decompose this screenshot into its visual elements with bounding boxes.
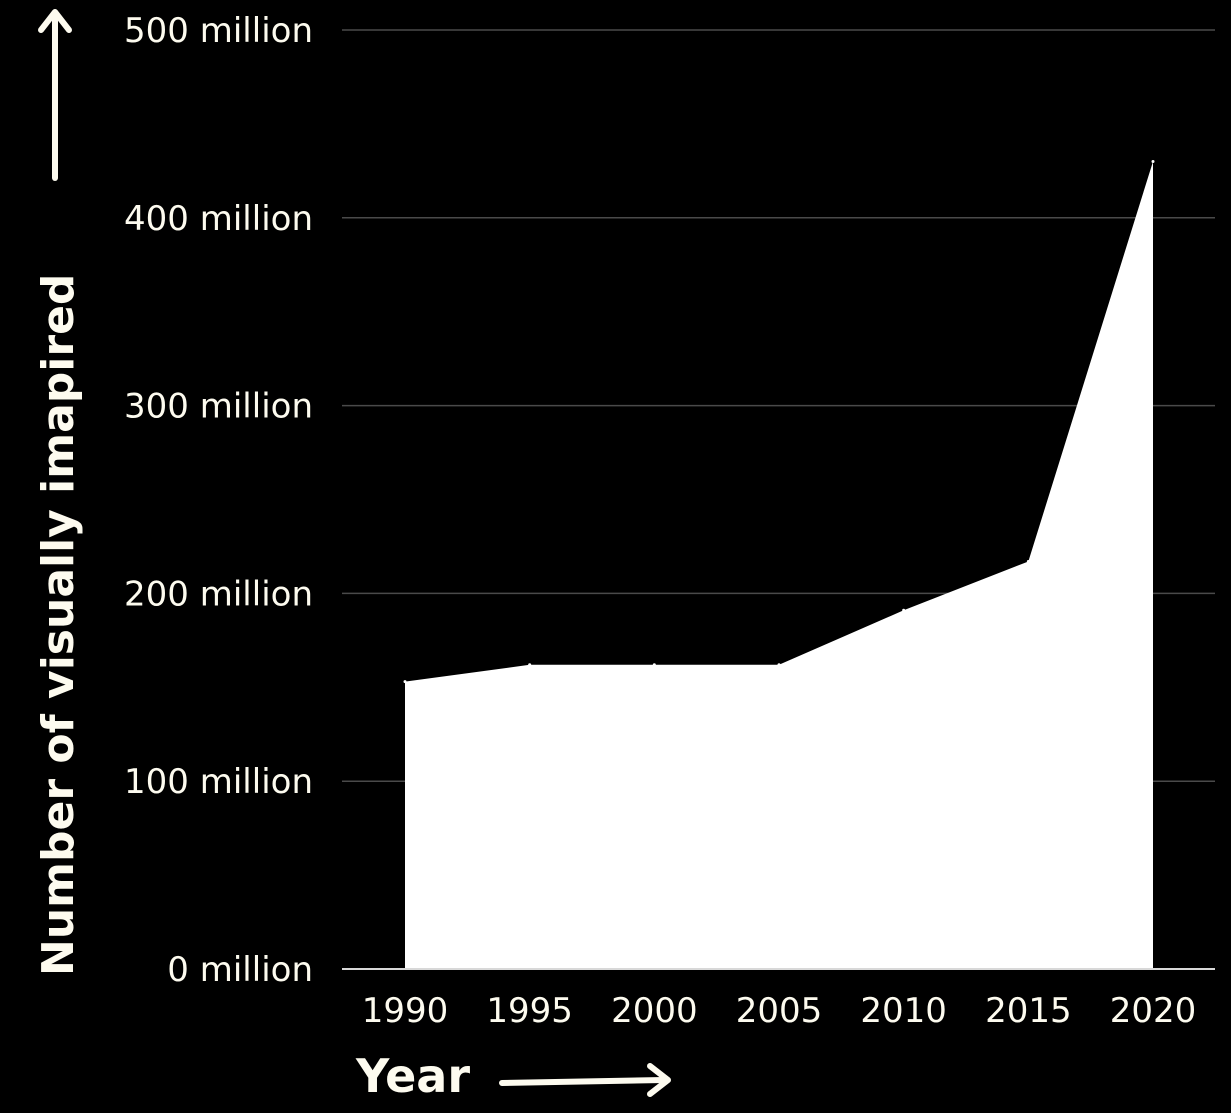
x-axis-ticks: 1990 1995 2000 2005 2010 2015 2020: [362, 991, 1197, 1031]
data-point-2005: [777, 663, 781, 667]
y-axis-label: Number of visually imapired: [33, 9, 84, 976]
x-tick-label: 2020: [1110, 991, 1197, 1031]
y-tick-label: 500 million: [124, 11, 313, 51]
series-area: [403, 159, 1155, 969]
x-axis-label: Year: [355, 1049, 671, 1103]
data-point-2000: [652, 663, 656, 667]
data-point-2010: [902, 608, 906, 612]
x-tick-label: 2005: [736, 991, 823, 1031]
x-axis-arrow-icon: [647, 1063, 671, 1097]
x-axis-title: Year: [355, 1049, 470, 1103]
y-tick-label: 400 million: [124, 199, 313, 239]
x-tick-label: 1990: [362, 991, 449, 1031]
x-tick-label: 2010: [860, 991, 947, 1031]
y-axis-title: Number of visually imapired: [33, 274, 84, 976]
x-tick-label: 2015: [985, 991, 1072, 1031]
y-axis-ticks: 0 million 100 million 200 million 300 milli…: [124, 11, 313, 990]
x-axis-arrow-shaft: [499, 1077, 667, 1086]
y-tick-label: 300 million: [124, 387, 313, 427]
data-point-2015: [1026, 559, 1030, 563]
data-point-1990: [403, 680, 407, 684]
y-tick-label: 200 million: [124, 574, 313, 614]
data-point-2020: [1151, 159, 1155, 163]
x-tick-label: 2000: [611, 991, 698, 1031]
y-axis-arrow-icon: [38, 9, 72, 33]
series-area-0: [405, 161, 1153, 969]
data-point-1995: [528, 663, 532, 667]
x-tick-label: 1995: [486, 991, 573, 1031]
y-tick-label: 0 million: [167, 950, 313, 990]
y-tick-label: 100 million: [124, 762, 313, 802]
